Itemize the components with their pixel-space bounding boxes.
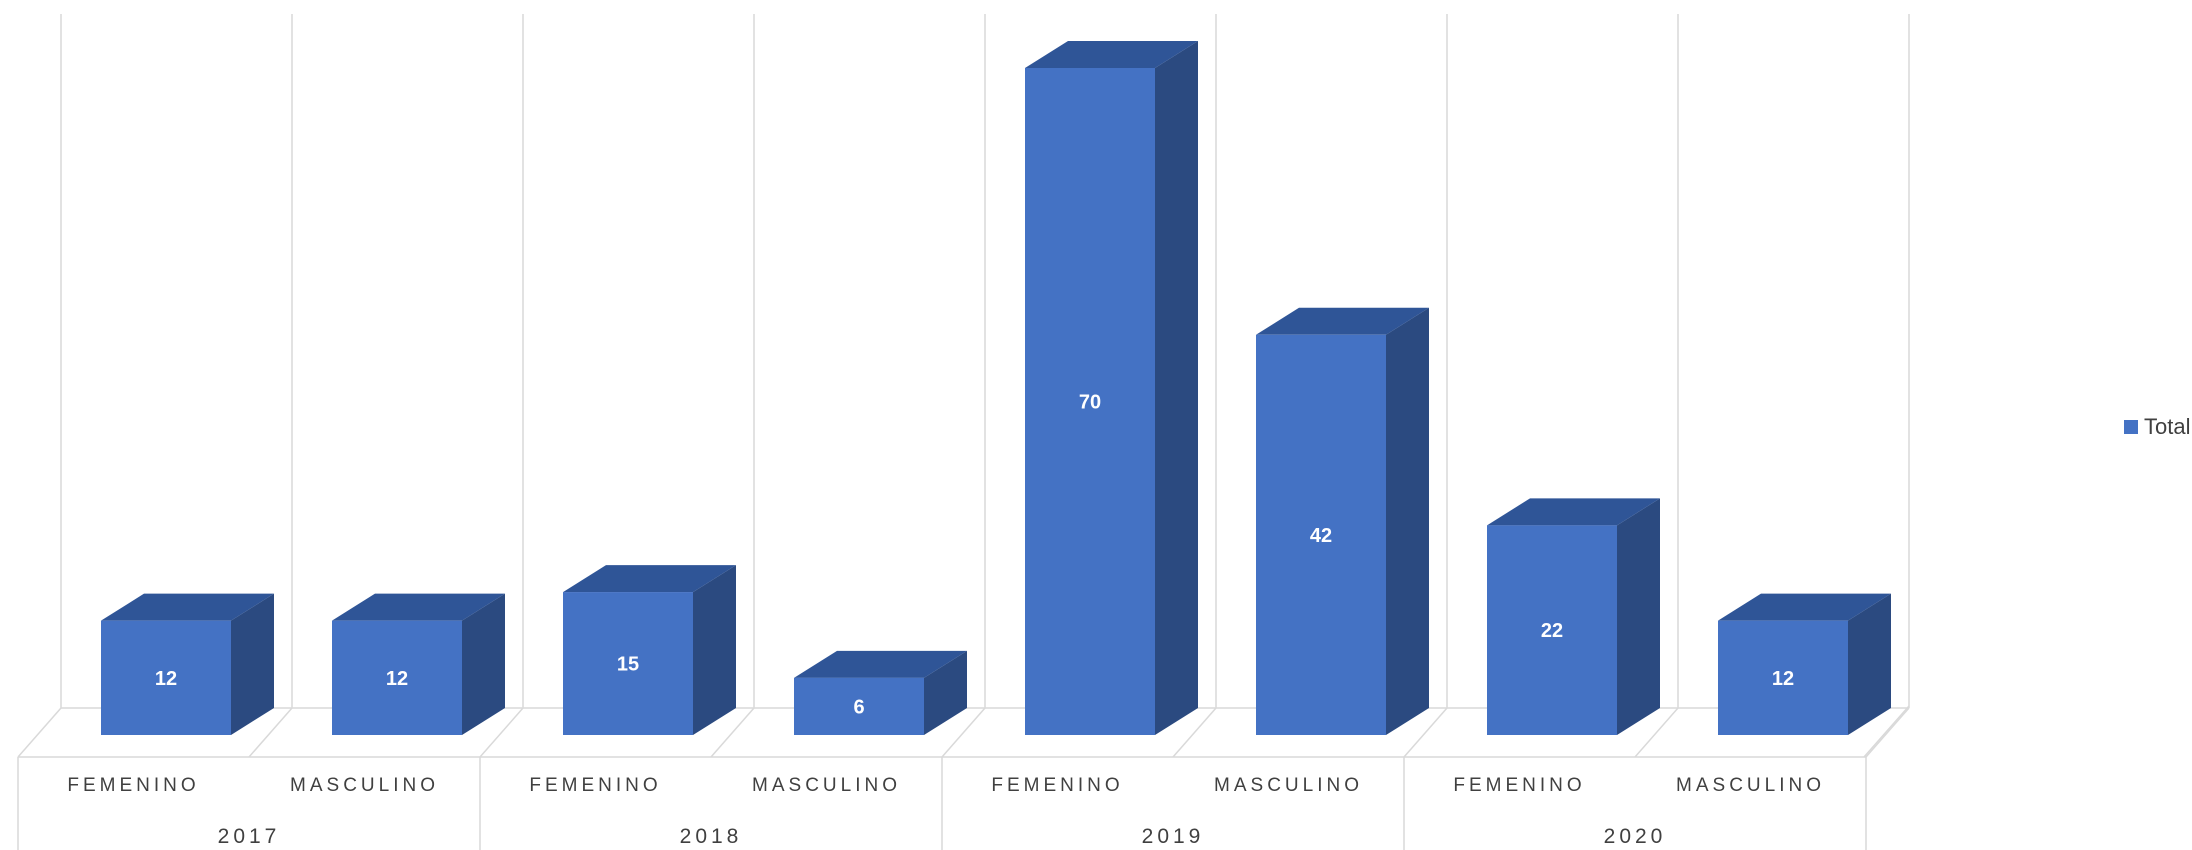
bar-data-label: 6 xyxy=(853,696,864,718)
bar-top xyxy=(794,650,967,678)
bar-data-label: 12 xyxy=(386,668,408,690)
floor-gridline xyxy=(1634,707,1679,758)
bar-side xyxy=(1617,498,1660,735)
bar: 22 xyxy=(1487,498,1660,735)
bar-front xyxy=(794,677,924,735)
bar-front xyxy=(1487,525,1617,735)
floor-gridline xyxy=(1403,707,1448,758)
bar: 12 xyxy=(332,593,505,735)
bar-top xyxy=(563,565,736,593)
bar-side xyxy=(231,593,274,735)
bar-top xyxy=(101,593,274,621)
bar-data-label: 22 xyxy=(1541,620,1563,642)
legend-label: Total xyxy=(2144,414,2190,439)
tick-label: MASCULINO xyxy=(1676,775,1825,796)
bar-top xyxy=(1718,593,1891,621)
floor-gridline xyxy=(1865,707,1910,758)
bar-front xyxy=(332,620,462,735)
bar: 70 xyxy=(1025,41,1198,735)
bar-top xyxy=(1025,41,1198,68)
bar-side xyxy=(1386,307,1429,735)
tick-label: MASCULINO xyxy=(290,775,439,796)
tick-label: MASCULINO xyxy=(752,775,901,796)
bar-data-label: 12 xyxy=(1772,668,1794,690)
floor-gridline xyxy=(17,707,62,758)
legend-swatch xyxy=(2124,420,2138,434)
bar: 12 xyxy=(101,593,274,735)
bar-side xyxy=(693,565,736,735)
tick-label: FEMENINO xyxy=(991,775,1123,796)
tick-label: FEMENINO xyxy=(67,775,199,796)
tick-label: MASCULINO xyxy=(1214,775,1363,796)
group-label: 2017 xyxy=(218,825,281,848)
bar: 42 xyxy=(1256,307,1429,735)
bar-top xyxy=(1256,307,1429,335)
bars: 12 12 15 6 70 42 22 12 xyxy=(101,41,1891,735)
category-axis: FEMENINO MASCULINO FEMENINO MASCULINO FEMENI… xyxy=(17,756,1867,850)
bar-front xyxy=(101,620,231,735)
legend: Total xyxy=(2124,414,2190,439)
group-label: 2018 xyxy=(680,825,743,848)
bar: 12 xyxy=(1718,593,1891,735)
floor-right-edge xyxy=(1863,705,1910,758)
bar-data-label: 15 xyxy=(617,654,639,676)
bar-data-label: 42 xyxy=(1310,525,1332,547)
bar-side xyxy=(924,650,967,735)
bar-side xyxy=(462,593,505,735)
group-label: 2020 xyxy=(1604,825,1667,848)
floor-gridline xyxy=(479,707,524,758)
floor-gridline xyxy=(710,707,755,758)
floor-gridline xyxy=(1172,707,1217,758)
bar-top xyxy=(332,593,505,621)
bar-front xyxy=(563,592,693,735)
floor-gridline xyxy=(941,707,986,758)
gridlines xyxy=(60,14,1910,708)
bar: 15 xyxy=(563,565,736,735)
group-label: 2019 xyxy=(1142,825,1205,848)
bar-data-label: 70 xyxy=(1079,392,1101,414)
floor-gridline xyxy=(248,707,293,758)
bar-top xyxy=(1487,498,1660,526)
bar-front xyxy=(1256,334,1386,735)
bar-front xyxy=(1025,68,1155,735)
bar-data-label: 12 xyxy=(155,668,177,690)
bar: 6 xyxy=(794,650,967,735)
bar-side xyxy=(1155,41,1198,735)
bar-side xyxy=(1848,593,1891,735)
tick-label: FEMENINO xyxy=(1453,775,1585,796)
bar-front xyxy=(1718,620,1848,735)
tick-label: FEMENINO xyxy=(529,775,661,796)
